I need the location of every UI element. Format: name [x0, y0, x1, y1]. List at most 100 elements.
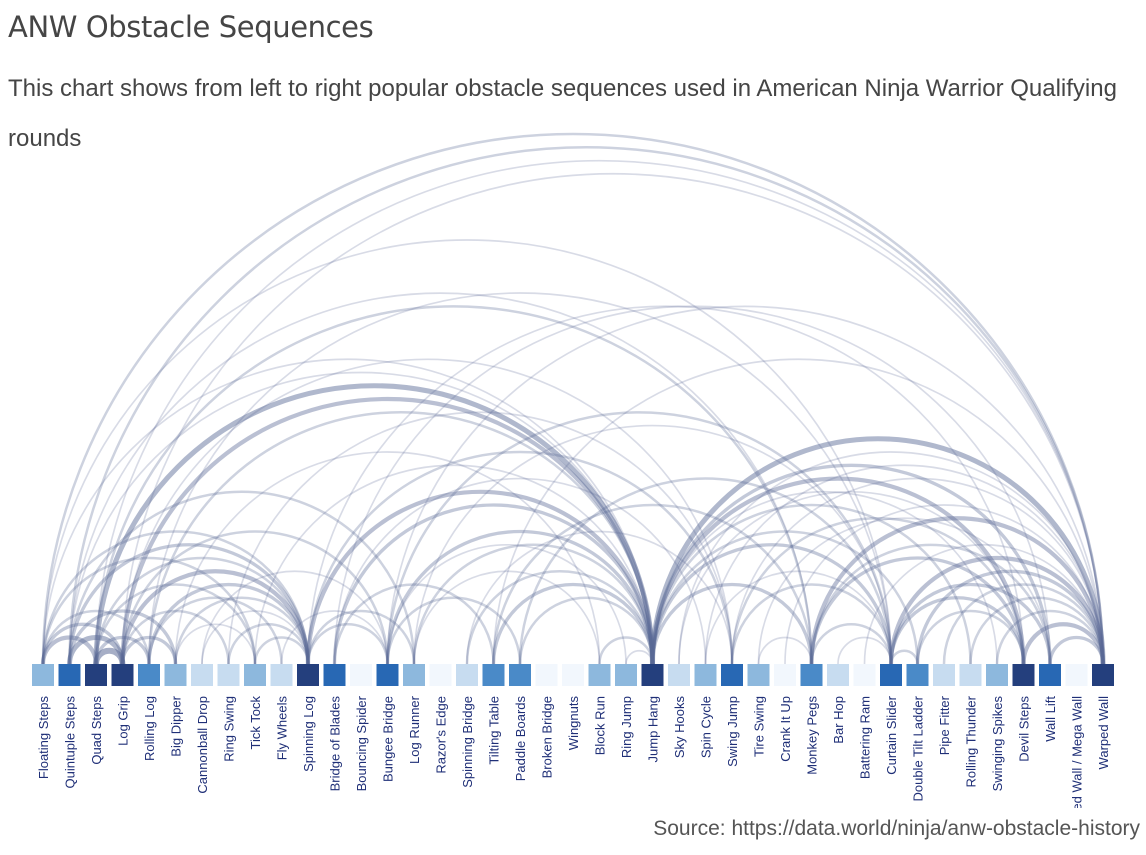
node-label: Razor's Edge	[434, 696, 449, 774]
source-note: Source: https://data.world/ninja/anw-obs…	[653, 817, 1140, 840]
arc-link	[280, 610, 389, 665]
arc-link	[651, 490, 998, 665]
node-square	[138, 664, 160, 686]
arc-link	[757, 517, 1051, 665]
node-square	[880, 664, 902, 686]
node-square	[588, 664, 611, 686]
node-square	[694, 664, 717, 686]
node-squares	[32, 664, 1114, 686]
node-square	[350, 664, 372, 686]
arc-link	[412, 543, 654, 665]
arc-link	[42, 239, 892, 665]
arc-link	[650, 543, 893, 665]
arc-link	[68, 490, 416, 665]
node-square	[1092, 664, 1114, 686]
node-label: Floating Steps	[36, 696, 51, 780]
arc-link	[704, 570, 892, 665]
node-square	[403, 664, 425, 686]
node-square	[85, 664, 107, 686]
node-label: Spin Cycle	[699, 696, 714, 758]
node-square	[827, 664, 849, 686]
node-label: Ring Jump	[619, 696, 634, 758]
arc-link	[837, 636, 892, 665]
arc-link	[810, 623, 893, 665]
node-square	[244, 664, 266, 686]
arc-link	[518, 596, 654, 665]
chart-subtitle: This chart shows from left to right popu…	[8, 75, 1117, 152]
node-label: Swing Jump	[725, 696, 740, 767]
arc-link	[1021, 622, 1106, 665]
arc-link	[678, 490, 1025, 665]
arc-link	[41, 622, 125, 665]
node-square	[1065, 664, 1088, 686]
arc-link	[306, 450, 734, 665]
node-label: Spinning Log	[301, 696, 316, 772]
node-label: Double Tilt Ladder	[911, 695, 926, 801]
arc-link	[651, 530, 919, 665]
arc-link	[465, 570, 654, 665]
node-label: Log Grip	[116, 696, 131, 746]
arc-link	[650, 463, 1052, 665]
arc-link	[253, 636, 310, 665]
arc-link	[148, 292, 892, 665]
arc-link	[93, 383, 656, 665]
arc-link	[201, 610, 309, 665]
node-label: Crank It Up	[778, 696, 793, 762]
arc-link	[757, 636, 813, 665]
arc-link	[809, 556, 1026, 665]
arc-link	[889, 596, 1026, 665]
node-square	[58, 664, 81, 686]
node-label: Wingnuts	[566, 696, 581, 751]
node-square	[774, 664, 796, 686]
arc-link	[649, 436, 1106, 665]
arc-link	[174, 451, 601, 665]
arc-link	[254, 464, 654, 665]
arc-link	[40, 635, 99, 665]
node-square	[191, 664, 213, 686]
arc-link	[386, 305, 1104, 665]
arc-link	[121, 530, 389, 665]
arc-link	[147, 596, 283, 665]
arc-link	[916, 609, 1025, 665]
node-label: Paddle Boards	[513, 696, 528, 782]
node-square	[456, 664, 478, 686]
arc-link	[120, 396, 655, 665]
arc-link	[492, 358, 1104, 665]
arc-link	[121, 609, 230, 665]
arc-link	[969, 596, 1105, 665]
node-square	[800, 664, 823, 686]
node-square	[933, 664, 955, 686]
node-label: Sky Hooks	[672, 696, 687, 759]
node-square	[164, 664, 187, 686]
node-label: Tilting Table	[487, 696, 502, 765]
node-square	[562, 664, 584, 686]
arc-link	[704, 464, 1104, 665]
arc-link	[333, 583, 495, 665]
node-square	[32, 664, 54, 686]
node-square	[323, 664, 346, 686]
node-label: Tire Swing	[752, 696, 767, 757]
node-square	[270, 664, 293, 686]
node-label: Battering Ram	[858, 696, 873, 779]
node-square	[376, 664, 399, 686]
arc-link	[120, 635, 178, 665]
node-label: Bridge of Blades	[328, 696, 343, 792]
arc-link	[995, 609, 1105, 665]
arc-link	[147, 582, 310, 665]
arc-link	[41, 132, 1105, 665]
arc-link	[518, 477, 893, 665]
arc-links	[40, 132, 1106, 665]
arc-link	[863, 543, 1104, 665]
arc-link	[651, 503, 972, 665]
node-label: Log Runner	[407, 695, 422, 764]
arc-link	[68, 146, 1105, 665]
arc-link	[94, 305, 813, 665]
arc-link	[174, 623, 256, 665]
node-label: Pipe Fitter	[937, 695, 952, 755]
node-label: Block Run	[593, 696, 608, 755]
arc-link	[942, 583, 1105, 665]
node-label: Rolling Thunder	[964, 695, 979, 787]
node-square	[668, 664, 690, 686]
node-square	[906, 664, 929, 686]
node-label: Big Dipper	[169, 695, 184, 756]
